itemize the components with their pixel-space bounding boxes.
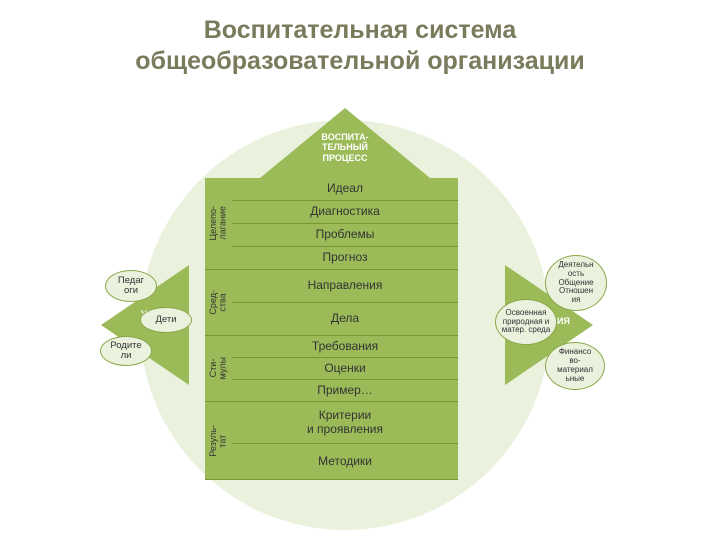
row-9: Критериии проявления bbox=[232, 402, 458, 444]
title-line1: Воспитательная система bbox=[204, 16, 517, 44]
row-7: Оценки bbox=[232, 358, 458, 380]
side-group-1: Сред-ства bbox=[205, 270, 232, 336]
side-group-0: Целепо-лагание bbox=[205, 178, 232, 270]
side-group-2: Сти-мулы bbox=[205, 336, 232, 402]
page-title: Воспитательная система общеобразовательн… bbox=[0, 0, 720, 78]
row-8: Пример… bbox=[232, 380, 458, 402]
row-3: Прогноз bbox=[232, 247, 458, 270]
side-group-3: Резуль-тат bbox=[205, 402, 232, 480]
right-bubble-2: Финансово-материальные bbox=[545, 342, 605, 390]
row-6: Требования bbox=[232, 336, 458, 358]
right-bubble-0: ДеятельностьОбщениеОтношения bbox=[545, 255, 607, 311]
row-2: Проблемы bbox=[232, 224, 458, 247]
row-0: Идеал bbox=[232, 178, 458, 201]
row-1: Диагностика bbox=[232, 201, 458, 224]
left-bubble-1: Дети bbox=[140, 307, 192, 333]
left-bubble-0: Педагоги bbox=[105, 270, 157, 302]
rows-stack: ИдеалДиагностикаПроблемыПрогнозНаправлен… bbox=[232, 178, 458, 480]
row-4: Направления bbox=[232, 270, 458, 303]
row-5: Дела bbox=[232, 303, 458, 336]
side-group-column: Целепо-лаганиеСред-стваСти-мулыРезуль-та… bbox=[205, 178, 232, 480]
row-10: Методики bbox=[232, 444, 458, 480]
right-bubble-1: Освоенная природная и матер. среда bbox=[495, 299, 557, 345]
left-bubble-2: Родители bbox=[100, 336, 152, 366]
title-line2: общеобразовательной организации bbox=[135, 47, 584, 75]
roof-label: ВОСПИТА-ТЕЛЬНЫЙПРОЦЕСС bbox=[275, 132, 415, 163]
